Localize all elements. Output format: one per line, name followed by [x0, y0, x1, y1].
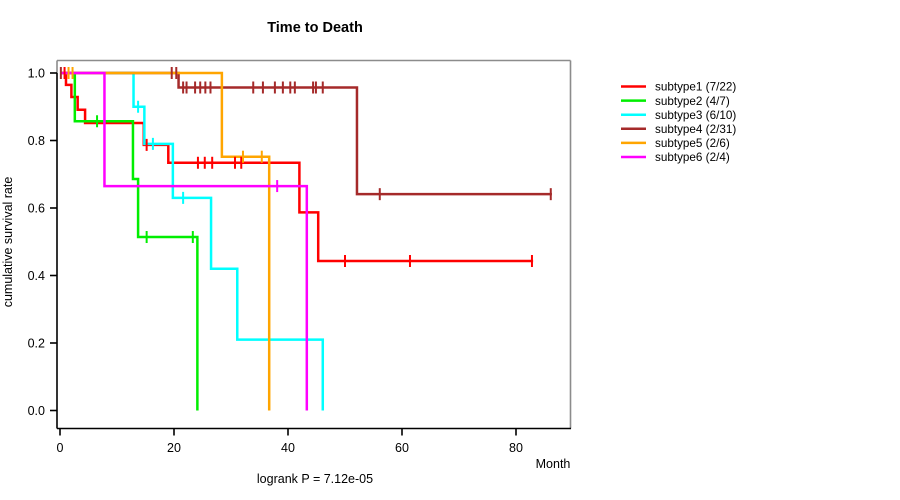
km-curve-subtype6	[60, 71, 309, 411]
chart-title: Time to Death	[267, 20, 363, 36]
km-curve-subtype3	[60, 71, 325, 411]
x-tick-label: 80	[509, 441, 523, 455]
x-tick-label: 60	[395, 441, 409, 455]
y-tick-label: 0.6	[28, 201, 45, 215]
y-tick-label: 0.0	[28, 404, 45, 418]
survival-curves	[60, 71, 552, 411]
legend-label-subtype3: subtype3 (6/10)	[655, 109, 736, 122]
legend-label-subtype6: subtype6 (2/4)	[655, 151, 730, 164]
y-tick-label: 0.8	[28, 134, 45, 148]
y-axis-ticks: 0.0 0.2 0.4 0.6 0.8 1.0	[28, 66, 57, 418]
km-curve-subtype2	[60, 71, 199, 411]
legend-label-subtype2: subtype2 (4/7)	[655, 95, 730, 108]
y-tick-label: 1.0	[28, 66, 45, 80]
censor-tick-marks	[59, 67, 552, 267]
x-axis-label: Month	[536, 457, 571, 471]
x-axis-ticks: 0 20 40 60 80	[57, 428, 523, 455]
km-curve-subtype5	[60, 71, 271, 411]
x-tick-label: 40	[281, 441, 295, 455]
y-tick-label: 0.2	[28, 336, 45, 350]
legend-label-subtype4: subtype4 (2/31)	[655, 123, 736, 136]
y-tick-label: 0.4	[28, 269, 45, 283]
x-tick-label: 20	[167, 441, 181, 455]
legend: subtype1 (7/22)subtype2 (4/7)subtype3 (6…	[621, 81, 736, 164]
y-axis-label: cumulative survival rate	[1, 177, 15, 308]
x-tick-label: 0	[57, 441, 64, 455]
logrank-p-annotation: logrank P = 7.12e-05	[257, 472, 373, 486]
legend-label-subtype5: subtype5 (2/6)	[655, 137, 730, 150]
legend-label-subtype1: subtype1 (7/22)	[655, 81, 736, 94]
km-curve-subtype1	[60, 71, 534, 263]
